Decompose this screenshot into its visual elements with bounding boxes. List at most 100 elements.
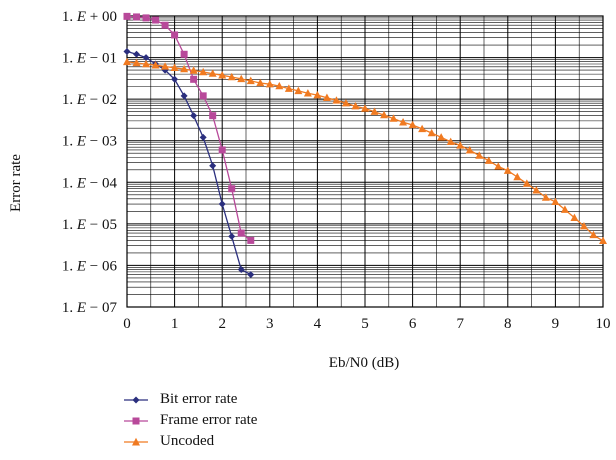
data-point xyxy=(399,118,408,126)
x-tick-label: 4 xyxy=(314,316,322,332)
y-tick-label: 1. E − 05 xyxy=(62,217,117,233)
data-point xyxy=(522,179,531,187)
grid xyxy=(126,16,604,308)
data-point xyxy=(351,101,360,110)
x-tick-label: 0 xyxy=(123,316,131,332)
legend-marker-frame-error-rate xyxy=(124,417,148,425)
data-point xyxy=(484,156,493,164)
x-tick-label: 1 xyxy=(171,316,179,332)
legend-label-bit-error-rate: Bit error rate xyxy=(160,391,238,407)
data-point xyxy=(199,92,207,100)
x-axis-title: Eb/N0 (dB) xyxy=(329,355,399,371)
data-point xyxy=(570,213,579,221)
y-axis: 1. E + 00 1. E − 01 1. E − 02 1. E − 03 1. E… xyxy=(62,9,118,316)
data-point xyxy=(599,236,607,245)
legend: Bit error rate Frame error rate Uncoded xyxy=(120,390,380,453)
data-point xyxy=(228,185,236,193)
data-point xyxy=(218,146,226,154)
data-point xyxy=(218,200,226,208)
data-point xyxy=(133,50,141,58)
data-point xyxy=(237,265,245,273)
data-point xyxy=(456,141,465,149)
data-point xyxy=(190,75,198,83)
data-point xyxy=(237,229,245,237)
data-point xyxy=(209,112,217,120)
series-uncoded xyxy=(123,57,607,245)
x-tick-label: 2 xyxy=(218,316,226,332)
series-frame-error-rate xyxy=(123,12,255,244)
series-layer xyxy=(123,12,607,279)
data-point xyxy=(247,271,255,279)
data-point xyxy=(246,76,255,85)
data-point xyxy=(190,112,198,120)
data-point xyxy=(284,84,293,92)
data-point xyxy=(228,232,236,240)
data-point xyxy=(142,14,150,22)
data-point xyxy=(152,16,160,24)
data-point xyxy=(437,133,446,141)
x-tick-label: 5 xyxy=(361,316,369,332)
data-point xyxy=(151,61,160,69)
x-tick-label: 10 xyxy=(596,316,611,332)
data-point xyxy=(123,57,131,66)
plot-area xyxy=(126,15,604,308)
data-point xyxy=(560,205,569,213)
data-point xyxy=(180,50,188,58)
legend-item-frame-error-rate: Frame error rate xyxy=(120,411,380,432)
y-axis-title: Error rate xyxy=(8,154,24,212)
data-point xyxy=(446,137,455,146)
legend-marker-bit-error-rate xyxy=(124,396,148,404)
data-point xyxy=(199,133,207,141)
series-line-bit-error-rate xyxy=(126,50,252,276)
data-point xyxy=(418,124,427,133)
y-tick-label: 1. E − 01 xyxy=(62,51,117,67)
legend-item-bit-error-rate: Bit error rate xyxy=(120,390,380,411)
data-point xyxy=(313,90,322,99)
data-point xyxy=(341,99,350,107)
data-point xyxy=(389,114,398,122)
data-point xyxy=(303,89,312,97)
legend-label-frame-error-rate: Frame error rate xyxy=(160,412,258,428)
data-point xyxy=(180,92,188,100)
data-point xyxy=(427,128,436,137)
data-point xyxy=(322,93,331,101)
data-point xyxy=(180,64,189,73)
data-point xyxy=(171,31,179,39)
data-point xyxy=(265,79,274,88)
data-point xyxy=(123,12,131,20)
data-point xyxy=(408,120,417,129)
data-point xyxy=(133,13,141,21)
y-tick-label: 1. E − 06 xyxy=(62,258,118,274)
data-point xyxy=(275,81,284,90)
data-point xyxy=(208,69,217,77)
data-point xyxy=(513,172,522,181)
data-point xyxy=(142,54,150,62)
legend-label-uncoded: Uncoded xyxy=(160,433,215,449)
data-point xyxy=(541,193,550,201)
data-point xyxy=(170,63,179,71)
x-tick-label: 9 xyxy=(552,316,560,332)
data-point xyxy=(237,74,246,83)
data-point xyxy=(123,47,131,55)
y-tick-label: 1. E − 02 xyxy=(62,92,117,108)
y-tick-label: 1. E − 03 xyxy=(62,134,117,150)
y-tick-label: 1. E − 07 xyxy=(62,300,118,316)
data-point xyxy=(332,96,341,104)
data-point xyxy=(218,71,227,79)
data-point xyxy=(132,58,141,67)
error-rate-chart: 1. E + 00 1. E − 01 1. E − 02 1. E − 03 1. E… xyxy=(8,9,611,371)
data-point xyxy=(161,62,170,70)
data-point xyxy=(209,162,217,170)
data-point xyxy=(579,221,588,230)
data-point xyxy=(465,146,474,154)
data-point xyxy=(494,162,503,170)
legend-item-uncoded: Uncoded xyxy=(120,432,380,453)
data-point xyxy=(370,107,379,115)
data-point xyxy=(475,151,484,159)
data-point xyxy=(256,78,265,87)
x-axis: 0 1 2 3 4 5 6 7 8 9 10 xyxy=(123,316,610,332)
data-point xyxy=(551,197,560,205)
data-point xyxy=(142,59,151,68)
x-tick-label: 3 xyxy=(266,316,274,332)
data-point xyxy=(227,72,236,81)
